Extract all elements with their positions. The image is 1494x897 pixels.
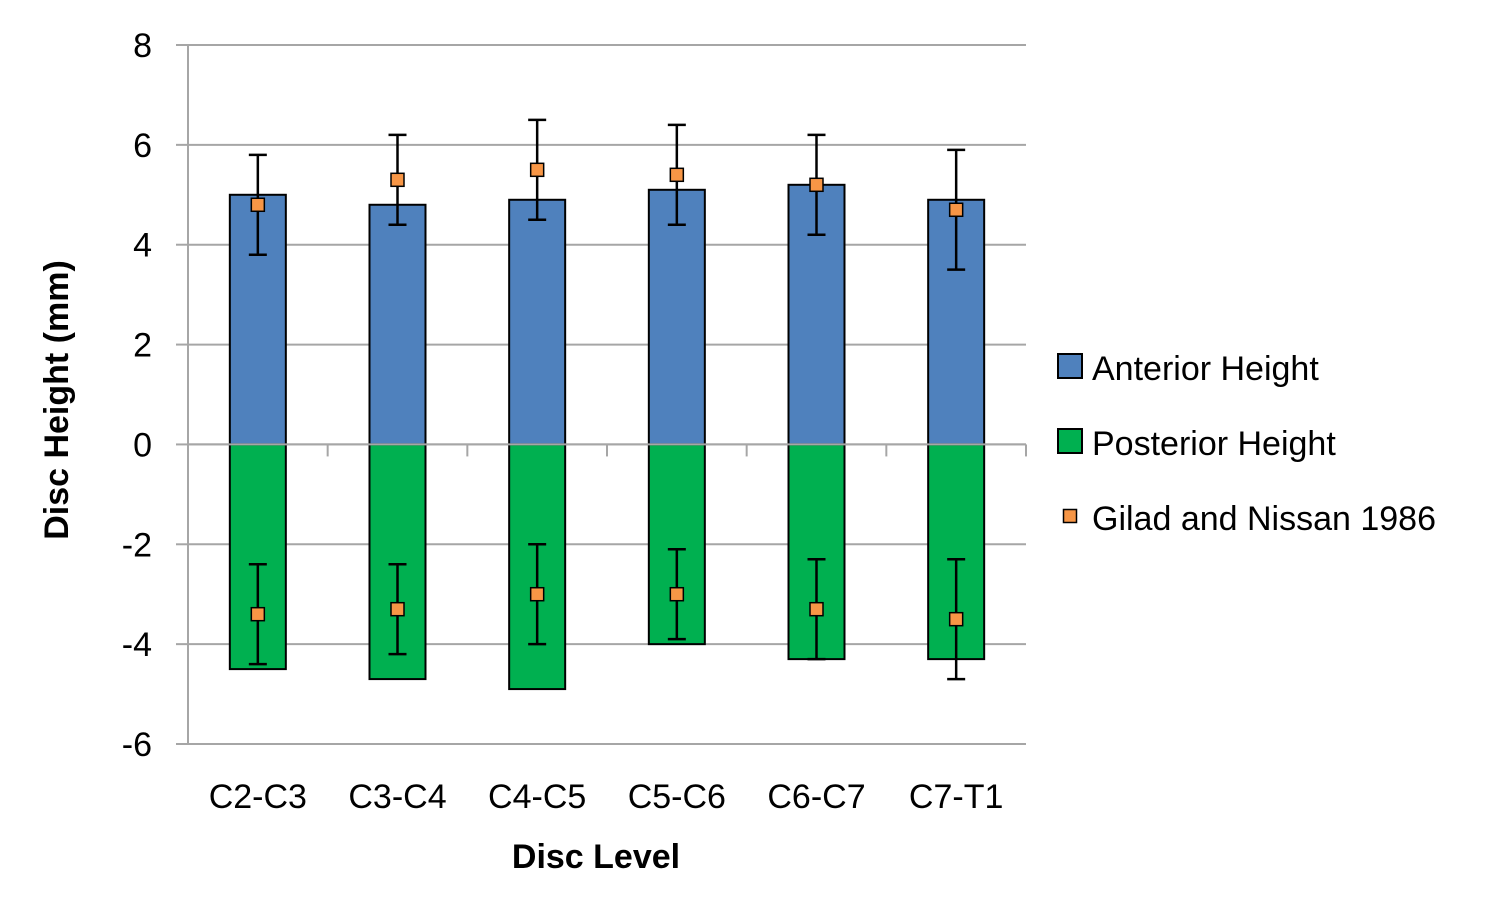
x-tick-label: C7-T1 — [909, 778, 1003, 816]
gilad-marker — [669, 586, 685, 602]
gilad-marker — [529, 162, 545, 178]
y-tick-label: 6 — [133, 127, 152, 165]
y-tick-label: 4 — [133, 227, 152, 265]
y-tick-labels: -6 -4 -2 0 2 4 6 8 — [122, 27, 152, 764]
x-tick-labels: C2-C3 C3-C4 C4-C5 C5-C6 C6-C7 C7-T1 — [209, 778, 1004, 816]
gilad-marker — [809, 177, 824, 193]
x-tick-label: C4-C5 — [488, 778, 586, 816]
legend-swatch-posterior — [1057, 428, 1083, 454]
gilad-marker — [948, 611, 964, 627]
gridlines — [188, 44, 1026, 745]
gilad-marker — [250, 606, 266, 622]
bar-anterior — [368, 203, 427, 446]
x-axis-title: Disc Level — [512, 838, 680, 876]
y-tick-label: -6 — [122, 726, 152, 764]
gilad-marker — [529, 586, 545, 602]
y-tick-label: 2 — [133, 327, 152, 365]
bar-posterior — [228, 443, 287, 671]
x-tick-label: C3-C4 — [348, 778, 446, 816]
axes — [176, 44, 1027, 745]
legend: Anterior Height Posterior Height Gilad and… — [1057, 350, 1436, 538]
y-tick-label: 8 — [133, 27, 152, 65]
x-tick-label: C5-C6 — [628, 778, 726, 816]
y-tick-label: 0 — [133, 426, 152, 464]
legend-label: Gilad and Nissan 1986 — [1092, 500, 1436, 538]
legend-swatch-gilad — [1062, 508, 1078, 524]
gilad-marker — [669, 167, 685, 183]
y-tick-label: -4 — [122, 626, 152, 664]
legend-swatch-anterior — [1057, 353, 1083, 379]
gilad-marker — [948, 202, 964, 218]
legend-label: Anterior Height — [1092, 350, 1319, 388]
scatter-markers — [248, 118, 966, 681]
gilad-marker — [250, 197, 266, 213]
bar-anterior — [508, 198, 567, 446]
bar-anterior — [647, 188, 706, 446]
x-tick-label: C2-C3 — [209, 778, 307, 816]
y-axis-title: Disc Height (mm) — [38, 260, 76, 540]
gilad-marker — [390, 172, 405, 188]
x-tick-label: C6-C7 — [767, 778, 865, 816]
legend-label: Posterior Height — [1092, 425, 1336, 463]
gilad-marker — [809, 601, 824, 617]
bars — [228, 183, 986, 691]
y-tick-label: -2 — [122, 526, 152, 564]
gilad-marker — [390, 601, 405, 617]
